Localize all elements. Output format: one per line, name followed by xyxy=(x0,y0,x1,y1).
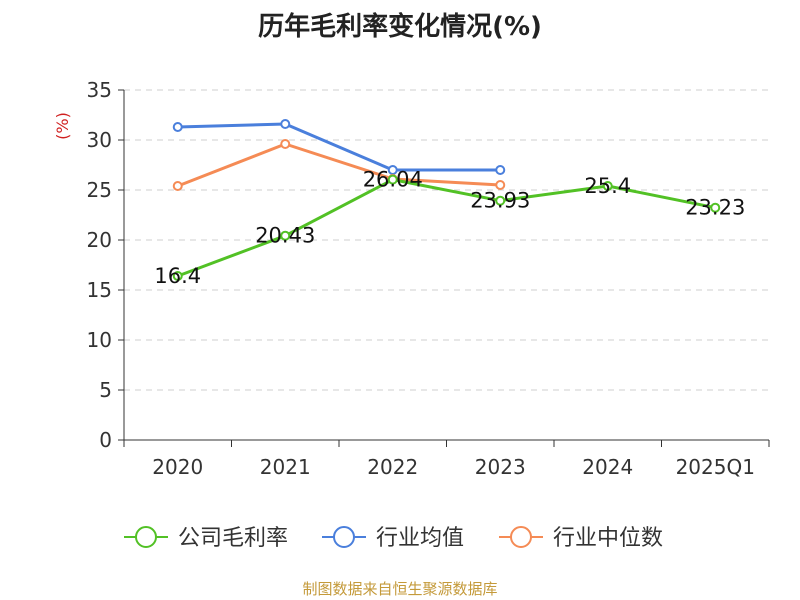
data-point xyxy=(280,230,291,241)
x-tick-label: 2024 xyxy=(582,455,633,479)
y-tick-label: 25 xyxy=(87,178,112,202)
y-tick-label: 30 xyxy=(87,128,112,152)
data-point xyxy=(495,165,506,175)
data-label: 23.23 xyxy=(685,196,745,220)
data-point xyxy=(710,202,721,213)
y-tick-label: 15 xyxy=(87,278,112,302)
series-line xyxy=(177,142,501,188)
y-tick-label: 10 xyxy=(87,328,112,352)
data-point xyxy=(280,139,291,149)
data-label: 26.04 xyxy=(363,168,423,192)
legend-marker xyxy=(510,526,532,548)
y-tick-label: 0 xyxy=(99,428,112,452)
data-point xyxy=(172,271,183,281)
x-tick-label: 2022 xyxy=(367,455,418,479)
chart-title: 历年毛利率变化情况(%) xyxy=(258,12,542,42)
legend-label: 行业均值 xyxy=(376,526,464,551)
series-layer xyxy=(172,119,721,281)
data-point xyxy=(495,195,506,206)
data-point xyxy=(280,119,291,129)
data-point xyxy=(172,181,183,191)
series-line xyxy=(177,122,501,172)
data-point xyxy=(172,122,183,132)
legend-marker xyxy=(135,526,157,548)
x-tick-label: 2021 xyxy=(260,455,311,479)
data-label: 20.43 xyxy=(255,224,315,248)
data-label: 25.4 xyxy=(584,174,631,198)
x-tick-label: 2023 xyxy=(475,455,526,479)
data-point xyxy=(387,174,398,185)
series-line xyxy=(177,178,716,278)
y-axis-label: (%) xyxy=(53,112,72,140)
y-tick-label: 5 xyxy=(99,378,112,402)
legend[interactable]: 公司毛利率 行业均值 行业中位数 xyxy=(124,526,663,551)
y-tick-label: 35 xyxy=(87,78,112,102)
x-tick-label: 2025Q1 xyxy=(676,455,755,479)
data-point xyxy=(495,180,506,190)
x-tick-label: 2020 xyxy=(152,455,203,479)
y-tick-label: 20 xyxy=(87,228,112,252)
data-label: 23.93 xyxy=(470,189,530,213)
legend-label: 行业中位数 xyxy=(553,526,663,551)
axes: 0 5 10 15 20 25 30 35 2020 2021 2022 2023 2024 2025Q1… xyxy=(53,78,770,479)
data-label: 16.4 xyxy=(154,264,201,288)
gridlines xyxy=(124,89,769,391)
legend-marker xyxy=(333,526,355,548)
legend-label: 公司毛利率 xyxy=(178,526,288,551)
data-point xyxy=(602,181,613,191)
data-labels: 16.4 20.43 26.04 23.93 25.4 23.23 xyxy=(154,168,745,288)
source-note: 制图数据来自恒生聚源数据库 xyxy=(302,580,498,598)
